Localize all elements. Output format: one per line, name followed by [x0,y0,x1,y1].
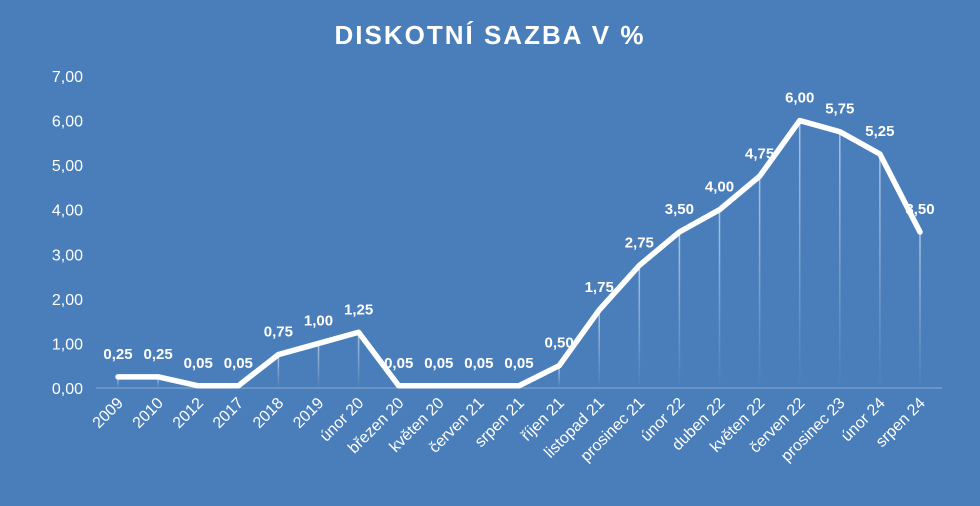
drop-line [839,131,841,388]
y-tick-label: 6,00 [52,114,83,131]
data-label: 0,05 [184,355,213,372]
data-label: 0,50 [544,335,573,352]
y-axis-ticks: 0,00 1,00 2,00 3,00 4,00 5,00 6,00 7,00 [52,69,83,398]
data-label: 5,75 [825,101,854,118]
drop-line [919,232,921,388]
drop-line [638,265,641,388]
x-tick-label: 2018 [250,395,287,432]
data-label: 0,05 [504,355,533,372]
data-label: 0,05 [464,355,493,372]
data-label: 1,75 [585,279,614,296]
drop-line [718,209,721,388]
data-label: 1,00 [304,312,333,329]
data-label: 4,00 [705,179,734,196]
data-label: 1,25 [344,301,373,318]
data-label: 0,25 [143,346,172,363]
data-label: 5,25 [865,123,894,140]
data-label: 3,50 [665,201,694,218]
data-label: 2,75 [625,234,654,251]
y-tick-label: 3,00 [52,247,83,264]
x-tick-label: 2017 [210,395,247,432]
x-tick-label: 2012 [170,395,207,432]
data-label: 0,05 [224,355,253,372]
drop-line [157,376,159,388]
data-label: 0,75 [264,324,293,341]
drop-line [558,365,560,388]
drop-line [317,343,320,388]
y-tick-label: 5,00 [52,158,83,175]
drop-lines [117,120,921,389]
data-label: 0,25 [103,346,132,363]
y-tick-label: 2,00 [52,292,83,309]
drop-line [879,154,881,388]
x-tick-label: 2010 [130,395,167,432]
drop-line [798,120,801,389]
series-line [115,117,923,389]
data-label: 4,75 [745,145,774,162]
x-tick-label: 2009 [90,395,127,432]
y-tick-label: 0,00 [52,381,83,398]
drop-line [357,332,360,388]
drop-line [758,176,761,388]
data-label: 0,05 [384,355,413,372]
data-label: 0,05 [424,355,453,372]
drop-line [117,376,119,388]
x-tick-label: 2019 [290,395,327,432]
y-tick-label: 4,00 [52,203,83,220]
chart-title: DISKOTNÍ SAZBA V % [334,20,646,50]
data-label: 6,00 [785,90,814,107]
drop-line [277,354,280,388]
y-tick-label: 7,00 [52,69,83,86]
y-tick-label: 1,00 [52,336,83,353]
drop-line [678,232,681,388]
data-label: 3,50 [905,201,934,218]
drop-line [598,310,600,388]
data-labels: 0,25 0,25 0,05 0,05 0,75 1,00 1,25 0,05 0,05 0,05… [103,90,934,372]
